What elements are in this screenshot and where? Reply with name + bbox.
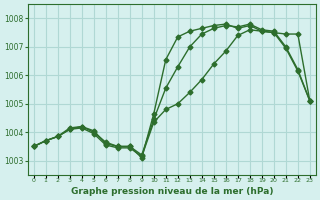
X-axis label: Graphe pression niveau de la mer (hPa): Graphe pression niveau de la mer (hPa)	[70, 187, 273, 196]
